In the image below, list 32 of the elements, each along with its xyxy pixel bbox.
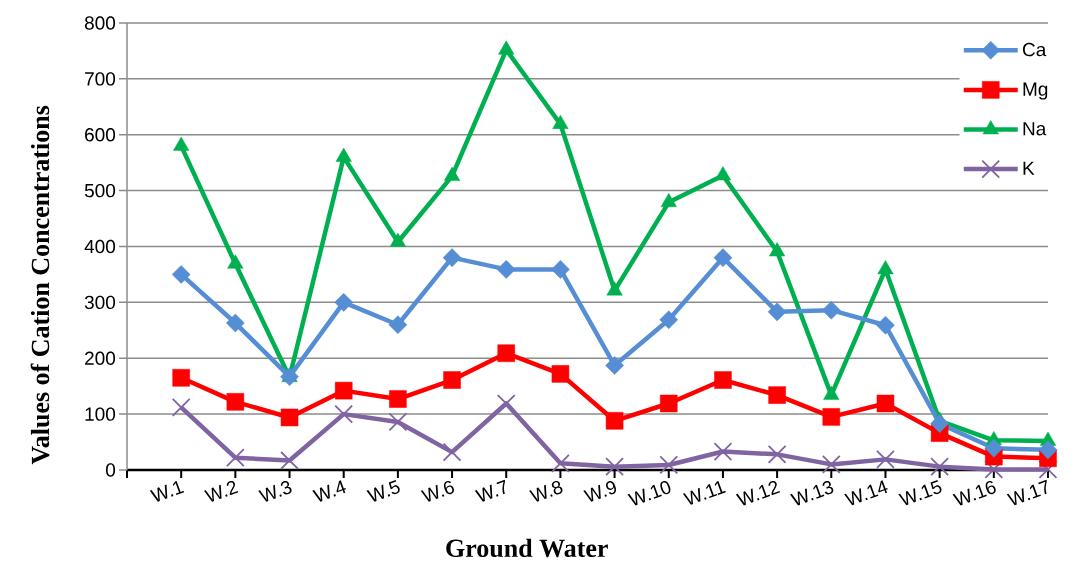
y-axis-title: Values of Cation Concentrations xyxy=(30,105,50,465)
x-tick-label: W.4 xyxy=(312,480,346,502)
y-tick-label: 800 xyxy=(84,16,116,30)
x-tick-label: W.13 xyxy=(790,480,834,506)
x-tick-label: W.16 xyxy=(952,480,996,506)
x-axis-title: Ground Water xyxy=(446,538,608,558)
x-tick-label: W.11 xyxy=(682,480,726,505)
x-tick-label: W.12 xyxy=(735,480,781,506)
x-tick-label: W.3 xyxy=(258,480,292,502)
x-tick-label: W.2 xyxy=(204,480,239,502)
x-tick-label: W.17 xyxy=(1006,479,1047,506)
legend-label: K xyxy=(1023,161,1035,175)
x-tick-label: W.14 xyxy=(844,480,888,506)
x-tick-label: W.9 xyxy=(583,481,617,502)
y-tick-label: 600 xyxy=(85,128,116,142)
x-tick-label: W.8 xyxy=(529,480,563,502)
y-tick-label: 100 xyxy=(85,407,116,421)
legend-label: Ca xyxy=(1022,42,1047,57)
y-tick-label: 400 xyxy=(84,239,116,254)
x-tick-label: W.10 xyxy=(627,481,671,506)
legend-label: Mg xyxy=(1023,82,1048,100)
x-tick-label: W.1 xyxy=(149,480,185,502)
y-tick-label: 200 xyxy=(85,351,116,365)
y-tick-label: 300 xyxy=(84,295,116,310)
legend-label: Na xyxy=(1023,122,1047,136)
x-tick-label: W.6 xyxy=(420,480,455,502)
y-tick-label: 500 xyxy=(84,183,116,198)
y-tick-label: 700 xyxy=(85,72,116,86)
y-tick-label: 0 xyxy=(105,463,116,477)
x-tick-label: W.15 xyxy=(898,480,942,506)
x-tick-label: W.7 xyxy=(474,479,506,502)
x-tick-label: W.5 xyxy=(366,480,400,502)
